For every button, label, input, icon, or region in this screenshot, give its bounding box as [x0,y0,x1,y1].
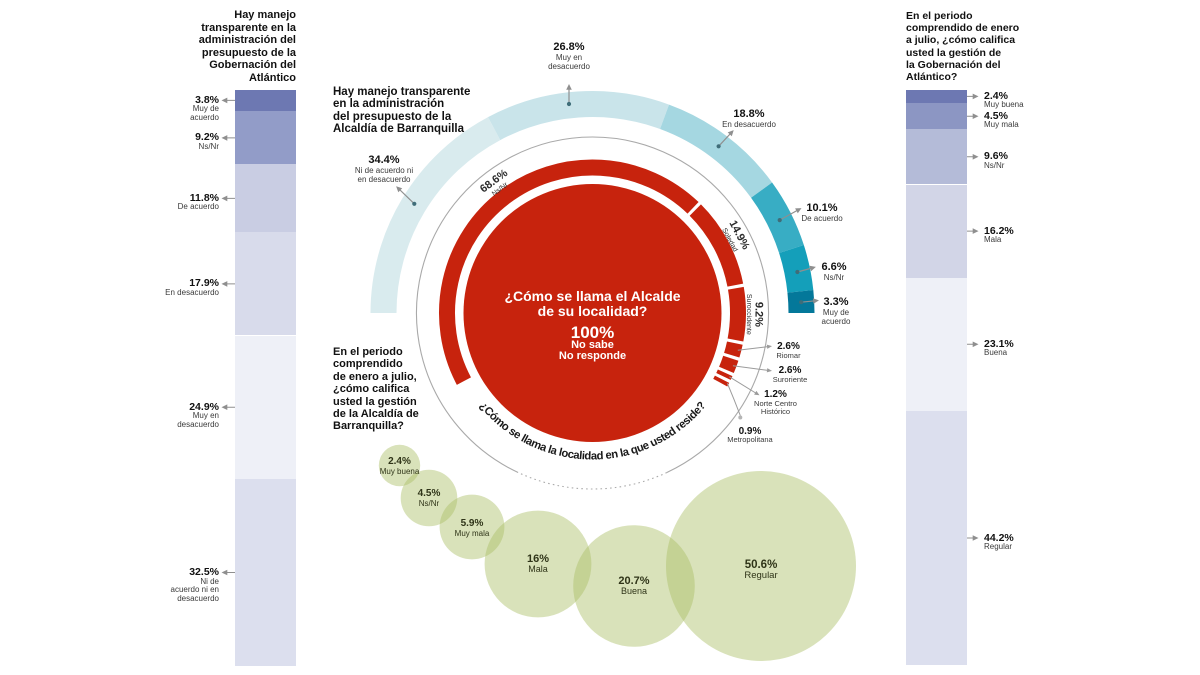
svg-text:9.2%: 9.2% [752,302,764,327]
svg-text:Suroccidente: Suroccidente [745,294,752,335]
